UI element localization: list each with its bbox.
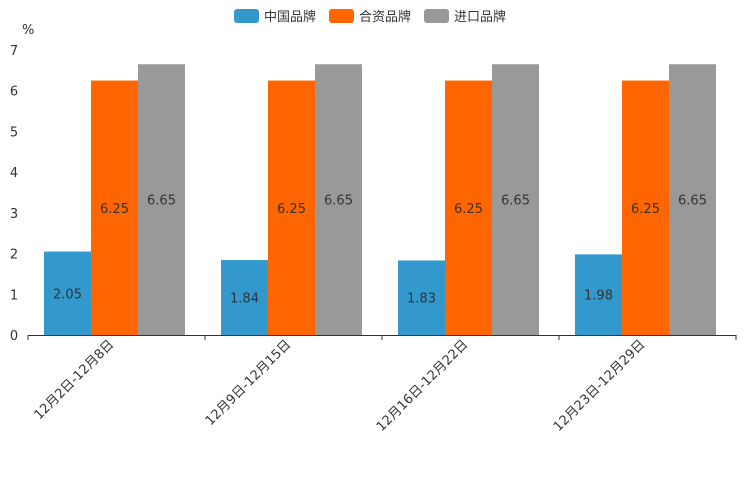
bar-2-3 (445, 80, 492, 336)
bar-value-label: 6.65 (147, 194, 176, 209)
bar-value-label: 6.65 (501, 194, 530, 209)
bar-2-2 (268, 80, 315, 336)
legend-swatch-2 (329, 9, 354, 23)
bar-1-1 (44, 251, 91, 335)
bar-3-3 (492, 64, 539, 335)
x-tick-label: 12月9日-12月15日 (203, 337, 295, 429)
legend-label-1: 中国品牌 (264, 9, 316, 25)
y-tick-label: 5 (10, 125, 18, 140)
bar-value-label: 1.98 (584, 289, 613, 304)
bar-value-label: 6.25 (454, 202, 483, 217)
x-axis: 12月2日-12月8日 12月9日-12月15日 12月16日-12月22日 12月2… (27, 335, 737, 435)
bar-value-label: 6.65 (678, 194, 707, 209)
x-tick-label: 12月23日-12月29日 (551, 337, 648, 434)
bar-value-label: 1.83 (407, 292, 436, 307)
x-tick-label: 12月2日-12月8日 (32, 337, 118, 423)
legend: 中国品牌 合资品牌 进口品牌 (234, 9, 506, 25)
legend-swatch-1 (234, 9, 259, 23)
bar-value-label: 6.25 (277, 202, 306, 217)
bar-1-4 (575, 254, 622, 335)
x-tick-label: 12月16日-12月22日 (374, 337, 471, 434)
bar-3-4 (669, 64, 716, 335)
bar-value-label: 6.65 (324, 194, 353, 209)
bar-value-label: 1.84 (230, 292, 259, 307)
y-tick-label: 6 (10, 85, 18, 100)
bar-value-label: 6.25 (631, 202, 660, 217)
bar-2-4 (622, 80, 669, 336)
bars: 2.05 6.25 6.65 1.84 6.25 6.65 1.83 6.25 6.65 1.98… (44, 64, 716, 336)
y-tick-label: 3 (10, 207, 18, 222)
y-tick-label: 4 (10, 166, 18, 181)
y-axis: 0 1 2 3 4 5 6 7 (10, 44, 18, 344)
legend-label-3: 进口品牌 (454, 9, 506, 25)
bar-1-3 (398, 260, 445, 335)
y-unit-label: % (22, 23, 34, 38)
legend-swatch-3 (424, 9, 449, 23)
bar-1-2 (221, 260, 268, 335)
legend-label-2: 合资品牌 (359, 9, 411, 25)
y-tick-label: 2 (10, 248, 18, 263)
y-tick-label: 1 (10, 288, 18, 303)
bar-3-2 (315, 64, 362, 335)
bar-value-label: 6.25 (100, 202, 129, 217)
y-tick-label: 7 (10, 44, 18, 59)
bar-2-1 (91, 80, 138, 336)
bar-3-1 (138, 64, 185, 335)
bar-value-label: 2.05 (53, 287, 82, 302)
y-tick-label: 0 (10, 329, 18, 344)
